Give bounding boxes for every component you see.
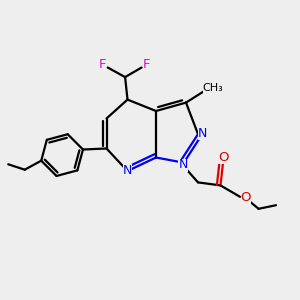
Text: N: N [198,127,207,140]
Text: F: F [99,58,106,71]
Text: O: O [241,191,251,204]
Text: F: F [143,58,150,71]
Text: N: N [178,158,188,172]
Text: O: O [218,151,229,164]
Text: CH₃: CH₃ [202,83,224,93]
Text: N: N [123,164,132,177]
